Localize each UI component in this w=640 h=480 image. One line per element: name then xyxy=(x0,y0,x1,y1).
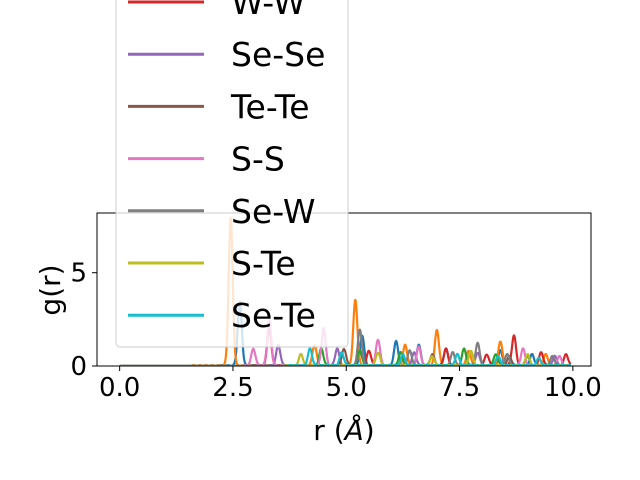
x-tick-label: 2.5 xyxy=(212,373,253,403)
x-axis: 0.0 2.5 5.0 7.5 10.0 xyxy=(99,366,602,403)
y-axis: 05 xyxy=(70,259,97,382)
legend-label-te-te: Te-Te xyxy=(230,87,310,126)
x-tick-label: 5.0 xyxy=(326,373,367,403)
x-tick-label: 7.5 xyxy=(439,373,480,403)
legend: W-W Se-Se Te-Te S-S Se-W S-Te Se-Te xyxy=(115,0,349,348)
x-tick-label: 0.0 xyxy=(99,373,140,403)
x-tick-label: 10.0 xyxy=(544,373,602,403)
legend-frame xyxy=(115,0,349,348)
y-tick-label: 5 xyxy=(70,259,87,289)
legend-label-s-te: S-Te xyxy=(231,244,296,283)
legend-label-w-w: W-W xyxy=(231,0,306,22)
legend-label-s-s: S-S xyxy=(231,140,285,179)
y-axis-label: g(r) xyxy=(34,264,67,315)
legend-label-se-se: Se-Se xyxy=(231,35,325,74)
x-axis-label-close: ) xyxy=(364,414,375,447)
y-tick-label: 0 xyxy=(70,352,87,382)
series-line-se-te xyxy=(119,347,572,366)
x-axis-label-symbol: Å xyxy=(343,413,364,447)
legend-label-se-w: Se-W xyxy=(231,192,315,231)
x-axis-label: r (Å) xyxy=(313,413,374,447)
legend-label-se-te: Se-Te xyxy=(231,296,316,335)
x-axis-label-text: r ( xyxy=(313,414,344,447)
